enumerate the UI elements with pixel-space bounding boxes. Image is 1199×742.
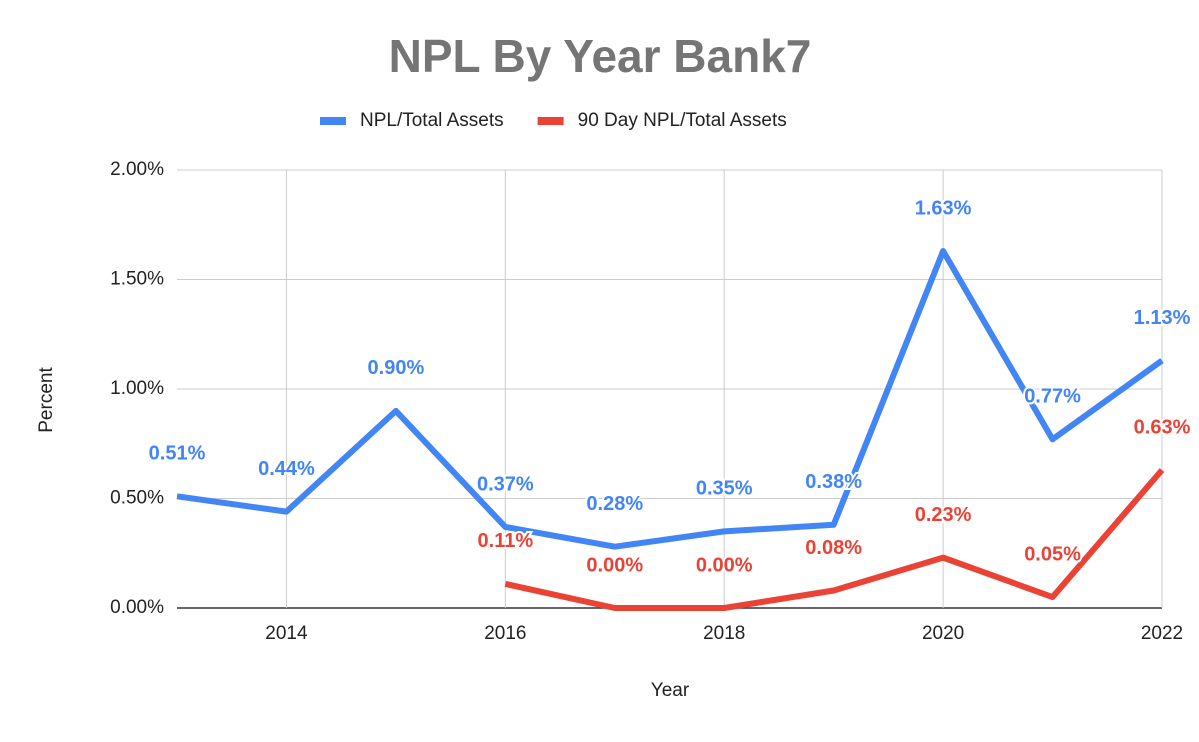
data-label: 0.37%	[477, 473, 534, 495]
data-label: 1.13%	[1134, 307, 1191, 329]
data-label: 0.00%	[696, 554, 753, 576]
series-line	[504, 468, 1165, 611]
data-label: 0.23%	[915, 504, 972, 526]
x-tick-label: 2014	[265, 623, 308, 644]
y-axis-label: Percent	[36, 367, 57, 433]
y-tick-label: 2.00%	[110, 159, 164, 180]
x-axis-label: Year	[651, 680, 690, 701]
y-tick-label: 1.00%	[110, 378, 164, 399]
data-label: 1.63%	[915, 197, 972, 219]
data-label: 0.28%	[586, 493, 643, 515]
legend-label: NPL/Total Assets	[360, 110, 504, 131]
x-tick-label: 2022	[1141, 623, 1183, 644]
data-label: 0.63%	[1134, 416, 1191, 438]
x-tick-label: 2018	[703, 623, 745, 644]
y-tick-label: 1.50%	[110, 269, 164, 290]
legend-swatch	[320, 117, 346, 125]
data-label: 0.08%	[805, 537, 862, 559]
data-label: 0.00%	[586, 554, 643, 576]
series-line	[176, 248, 1164, 550]
data-label: 0.05%	[1024, 543, 1081, 565]
y-tick-label: 0.50%	[110, 488, 164, 509]
data-label: 0.44%	[258, 458, 315, 480]
y-tick-label: 0.00%	[110, 597, 164, 618]
data-label: 0.35%	[696, 478, 753, 500]
data-label: 0.38%	[805, 471, 862, 493]
chart-title: NPL By Year Bank7	[389, 30, 812, 82]
data-label: 0.77%	[1024, 386, 1081, 408]
x-tick-label: 2016	[484, 623, 526, 644]
x-tick-label: 2020	[922, 623, 964, 644]
legend-swatch	[537, 117, 564, 125]
data-label: 0.11%	[478, 530, 534, 552]
data-label: 0.51%	[149, 443, 206, 465]
data-label: 0.90%	[368, 357, 425, 379]
legend-label: 90 Day NPL/Total Assets	[578, 110, 787, 131]
